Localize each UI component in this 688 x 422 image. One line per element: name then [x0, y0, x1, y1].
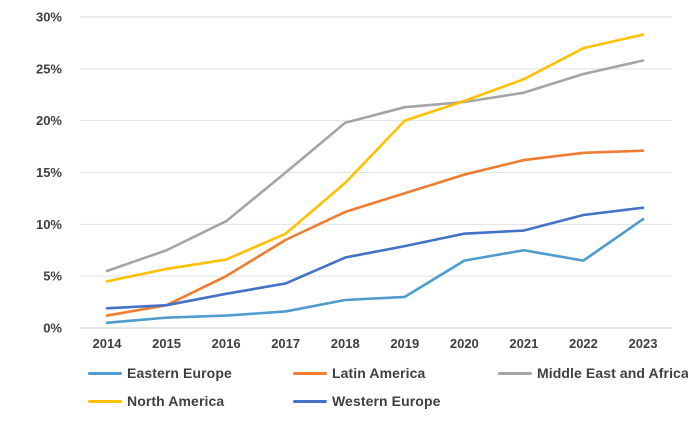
series-line-middle-east-and-africa — [105, 59, 645, 273]
y-axis-tick-label: 0% — [43, 321, 62, 336]
legend-label: Latin America — [332, 365, 426, 381]
series-line-latin-america — [105, 149, 645, 317]
x-axis-tick-label: 2014 — [93, 336, 123, 351]
legend-item-eastern-europe: Eastern Europe — [88, 365, 232, 381]
x-axis-tick-label: 2022 — [569, 336, 598, 351]
series-line-western-europe — [105, 206, 645, 310]
legend-line-swatch — [88, 371, 122, 375]
y-axis-tick-label: 10% — [36, 217, 62, 232]
x-axis-tick-label: 2015 — [152, 336, 181, 351]
x-axis-tick-label: 2021 — [509, 336, 538, 351]
legend-item-latin-america: Latin America — [293, 365, 425, 381]
y-axis-tick-label: 20% — [36, 113, 62, 128]
y-axis-tick-label: 15% — [36, 165, 62, 180]
legend-label: Western Europe — [332, 393, 441, 409]
legend-label: North America — [127, 393, 225, 409]
legend-item-middle-east-and-africa: Middle East and Africa — [498, 365, 688, 381]
legend-label: Middle East and Africa — [537, 365, 688, 381]
chart-legend: Eastern Europe Latin America Middle East a… — [0, 360, 688, 420]
x-axis-tick-label: 2019 — [390, 336, 419, 351]
legend-line-swatch — [293, 399, 327, 403]
x-axis-tick-label: 2018 — [331, 336, 360, 351]
line-chart-plot-area: 0% 5% 10% 15% 20% 25% 30% 2014 2015 2016 2017 2018 2… — [36, 10, 672, 351]
series-line-eastern-europe — [105, 217, 645, 325]
legend-label: Eastern Europe — [127, 365, 232, 381]
x-axis-tick-label: 2020 — [450, 336, 479, 351]
series-line-north-america — [105, 33, 645, 283]
y-axis-tick-label: 25% — [36, 61, 62, 76]
legend-item-north-america: North America — [88, 393, 224, 409]
legend-line-swatch — [498, 371, 532, 375]
legend-line-swatch — [88, 399, 122, 403]
legend-line-swatch — [293, 371, 327, 375]
legend-item-western-europe: Western Europe — [293, 393, 441, 409]
y-axis-tick-label: 30% — [36, 10, 62, 25]
x-axis-tick-label: 2016 — [212, 336, 241, 351]
x-axis-tick-label: 2017 — [271, 336, 300, 351]
y-axis-tick-label: 5% — [43, 269, 62, 284]
x-axis-tick-label: 2023 — [629, 336, 658, 351]
